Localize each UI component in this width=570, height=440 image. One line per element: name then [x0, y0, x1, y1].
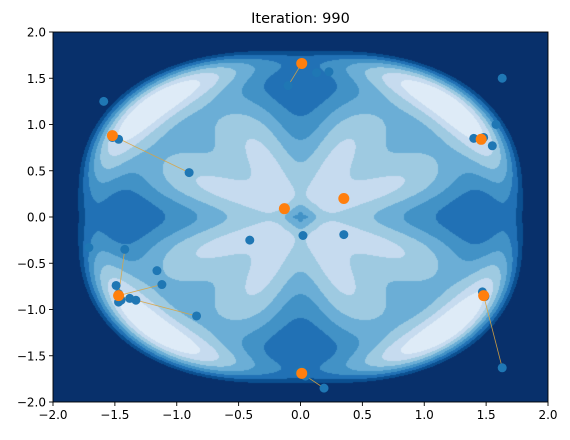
y-tick-label: 1.0 — [27, 118, 46, 132]
y-tick-label: −0.5 — [17, 257, 46, 271]
blue-point — [283, 81, 293, 91]
y-tick-label: −1.0 — [17, 303, 46, 317]
blue-point — [497, 363, 507, 373]
y-tick-label: −2.0 — [17, 396, 46, 410]
y-tick-label: 0.5 — [27, 164, 46, 178]
blue-point — [84, 243, 94, 253]
orange-point — [296, 367, 308, 379]
orange-point — [113, 290, 125, 302]
blue-point — [120, 244, 130, 254]
x-tick-label: −2.0 — [38, 408, 67, 422]
x-tick-label: 1.0 — [415, 408, 434, 422]
x-tick-label: 2.0 — [538, 408, 557, 422]
x-tick-label: −0.5 — [224, 408, 253, 422]
chart-title: Iteration: 990 — [251, 11, 350, 27]
blue-point — [298, 231, 308, 240]
y-tick-label: 0.0 — [27, 211, 46, 225]
x-tick-label: 1.5 — [477, 408, 496, 422]
blue-point — [319, 383, 329, 393]
orange-point — [338, 193, 350, 204]
blue-point — [487, 141, 497, 151]
x-tick-label: −1.5 — [100, 408, 129, 422]
y-tick-label: 1.5 — [27, 72, 46, 86]
orange-point — [296, 57, 308, 69]
y-tick-label: −1.5 — [17, 349, 46, 363]
trajectory-line — [483, 295, 503, 368]
blue-point — [312, 68, 322, 78]
blue-point — [245, 235, 255, 245]
trajectory-line — [118, 284, 162, 297]
x-tick-label: −1.0 — [162, 408, 191, 422]
blue-point — [339, 230, 349, 240]
trajectory-line — [112, 135, 190, 173]
x-tick-label: 0.5 — [353, 408, 372, 422]
blue-point — [497, 73, 507, 83]
blue-point — [157, 280, 167, 290]
blue-point — [111, 280, 121, 290]
blue-point — [491, 120, 501, 129]
blue-point — [192, 311, 202, 321]
x-tick-label: 0.0 — [291, 408, 310, 422]
blue-point — [324, 67, 334, 77]
orange-point — [478, 290, 490, 302]
orange-point — [278, 203, 290, 215]
blue-point — [99, 96, 109, 106]
blue-point — [152, 266, 162, 276]
contour-background — [53, 32, 548, 402]
y-tick-label: 2.0 — [27, 26, 46, 40]
orange-point — [106, 130, 118, 142]
orange-point — [475, 133, 487, 145]
blue-point — [184, 168, 194, 178]
blue-point — [131, 295, 141, 305]
